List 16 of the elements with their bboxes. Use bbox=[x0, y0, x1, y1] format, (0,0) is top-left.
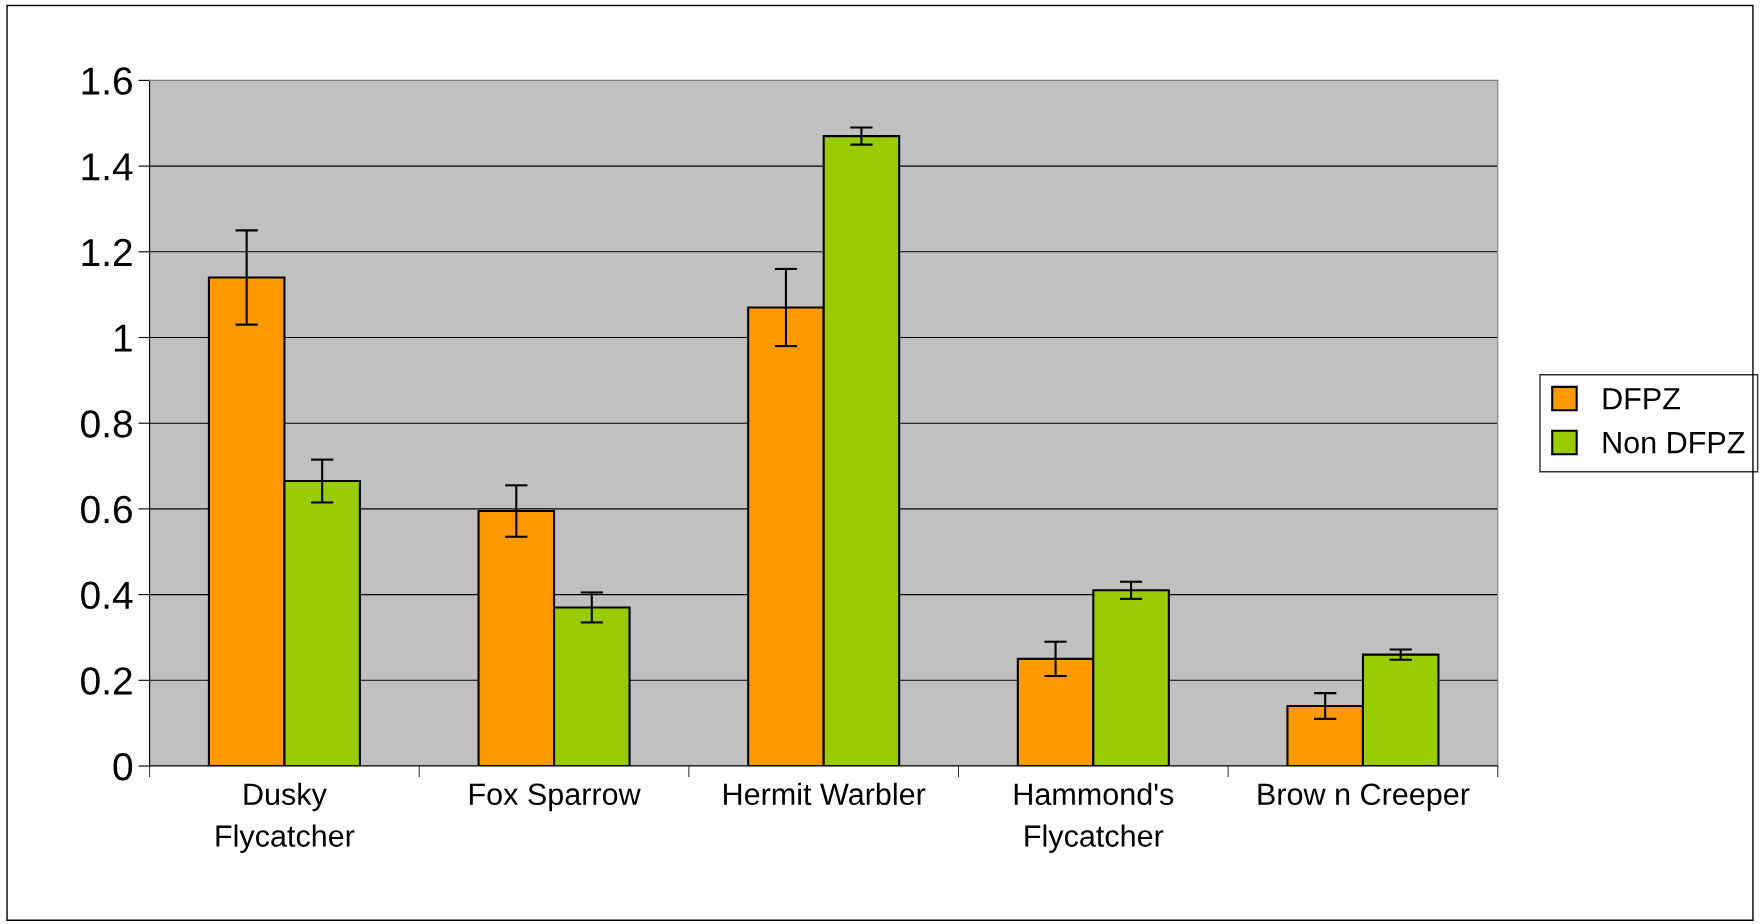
y-tick-label: 0.4 bbox=[81, 581, 133, 610]
legend-label: Non DFPZ bbox=[1603, 432, 1745, 454]
y-tick-label: 1.2 bbox=[82, 238, 132, 266]
y-tick-label: 1.6 bbox=[82, 67, 132, 95]
x-tick-label: Dusky Flycatcher bbox=[216, 782, 355, 853]
y-tick-label: 0.2 bbox=[81, 667, 132, 695]
x-tick-label: Hermit Warbler bbox=[724, 782, 926, 806]
y-tick-label: 0.6 bbox=[81, 495, 132, 524]
y-tick-label: 0 bbox=[113, 752, 133, 781]
y-tick-label: 1.4 bbox=[82, 153, 133, 181]
x-tick-label: Brow n Creeper bbox=[1258, 783, 1470, 812]
y-tick-label: 1 bbox=[114, 324, 132, 352]
x-tick-label: Hammond's Flycatcher bbox=[1014, 782, 1174, 853]
x-tick-label: Fox Sparrow bbox=[469, 783, 641, 812]
legend-label: DFPZ bbox=[1603, 388, 1680, 410]
y-tick-label: 0.8 bbox=[81, 410, 132, 438]
